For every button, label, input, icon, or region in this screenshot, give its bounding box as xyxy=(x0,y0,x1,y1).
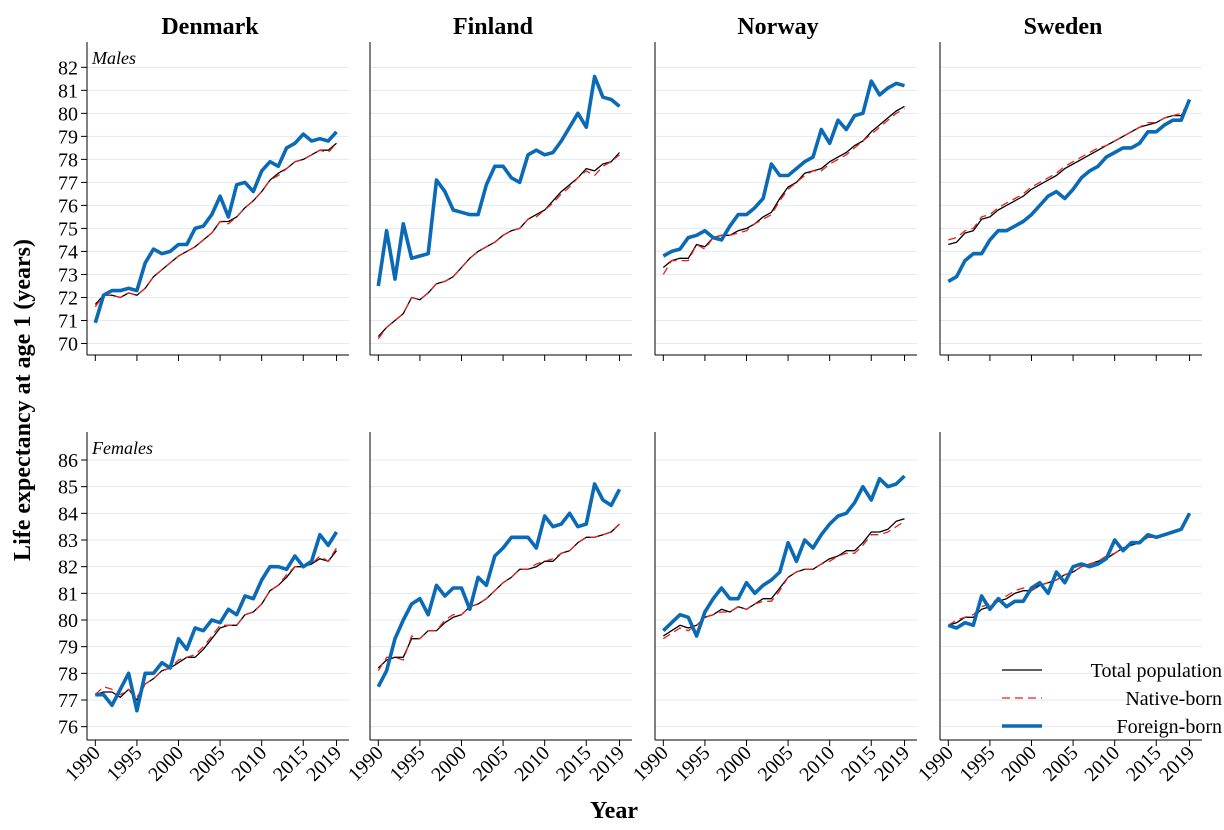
y-tick-label: 79 xyxy=(58,126,78,148)
x-tick-label: 2015 xyxy=(1122,742,1166,786)
x-tick-label: 2005 xyxy=(754,742,798,786)
x-tick-label: 1995 xyxy=(103,742,147,786)
series-line xyxy=(94,142,337,308)
y-tick-label: 82 xyxy=(58,557,78,579)
x-tick-label: 2005 xyxy=(469,742,513,786)
x-tick-label: 2005 xyxy=(186,742,230,786)
x-tick-label: 2000 xyxy=(427,742,471,786)
y-tick-label: 75 xyxy=(58,218,78,240)
y-tick-label: 77 xyxy=(58,172,78,194)
x-tick-label: 2010 xyxy=(1080,742,1124,786)
x-tick-label: 2015 xyxy=(837,742,881,786)
x-tick-label: 2005 xyxy=(1039,742,1083,786)
y-tick-label: 83 xyxy=(58,530,78,552)
y-tick-label: 77 xyxy=(58,690,78,712)
series-line xyxy=(94,547,338,698)
series-line xyxy=(662,518,905,637)
series-line xyxy=(947,512,1192,630)
y-tick-label: 73 xyxy=(58,264,78,286)
series-line xyxy=(662,79,905,258)
y-tick-label: 74 xyxy=(58,241,78,263)
x-tick-label: 2000 xyxy=(712,742,756,786)
series-line xyxy=(377,154,620,340)
y-tick-label: 79 xyxy=(58,637,78,659)
y-tick-label: 72 xyxy=(58,287,78,309)
y-tick-label: 85 xyxy=(58,477,78,499)
series-line xyxy=(948,513,1191,626)
y-tick-label: 81 xyxy=(58,583,78,605)
x-tick-label: 2019 xyxy=(870,742,914,786)
x-tick-label: 1990 xyxy=(344,742,388,786)
series-line xyxy=(662,108,905,275)
series-line xyxy=(377,152,620,338)
x-tick-label: 2010 xyxy=(795,742,839,786)
legend-label: Total population xyxy=(1091,660,1222,682)
series-line xyxy=(376,74,621,287)
panel-subtitle: Males xyxy=(91,48,136,68)
series-line xyxy=(95,550,338,701)
legend-label: Foreign-born xyxy=(1116,716,1222,738)
x-tick-label: 1995 xyxy=(956,742,1000,786)
series-line xyxy=(662,105,905,268)
legend-label: Native-born xyxy=(1125,688,1222,710)
panel-title: Norway xyxy=(737,14,818,40)
y-tick-label: 70 xyxy=(58,333,78,355)
panel-subtitle: Females xyxy=(91,438,153,458)
series-line xyxy=(947,98,1192,283)
x-tick-label: 2000 xyxy=(997,742,1041,786)
series-line xyxy=(377,523,620,672)
x-tick-label: 2019 xyxy=(585,742,629,786)
y-tick-label: 71 xyxy=(58,310,78,332)
series-line xyxy=(948,101,1191,241)
series-line xyxy=(95,531,339,713)
y-axis-label: Life expectancy at age 1 (years) xyxy=(10,239,36,561)
x-tick-label: 1990 xyxy=(914,742,958,786)
panel-title: Denmark xyxy=(161,14,259,40)
x-tick-label: 2019 xyxy=(1155,742,1199,786)
x-tick-label: 2015 xyxy=(269,742,313,786)
series-line xyxy=(662,520,905,640)
y-tick-label: 82 xyxy=(58,57,78,79)
y-tick-label: 84 xyxy=(58,503,78,525)
panel-title: Sweden xyxy=(1024,14,1103,40)
x-tick-label: 2010 xyxy=(510,742,554,786)
y-tick-label: 80 xyxy=(58,103,78,125)
x-tick-label: 2015 xyxy=(552,742,596,786)
series-line xyxy=(376,482,622,688)
x-axis-label: Year xyxy=(590,798,638,824)
x-tick-label: 1990 xyxy=(61,742,105,786)
x-tick-label: 1995 xyxy=(671,742,715,786)
y-tick-label: 86 xyxy=(58,450,78,472)
y-tick-label: 76 xyxy=(58,195,78,217)
series-line xyxy=(662,474,906,638)
y-tick-label: 81 xyxy=(58,80,78,102)
y-tick-label: 80 xyxy=(58,610,78,632)
x-tick-label: 2010 xyxy=(227,742,271,786)
x-tick-label: 2019 xyxy=(302,742,346,786)
y-tick-label: 76 xyxy=(58,717,78,739)
x-tick-label: 2000 xyxy=(144,742,188,786)
y-tick-label: 78 xyxy=(58,663,78,685)
panel-title: Finland xyxy=(453,14,534,40)
y-tick-label: 78 xyxy=(58,149,78,171)
series-line xyxy=(948,101,1191,246)
x-tick-label: 1990 xyxy=(629,742,673,786)
series-line xyxy=(93,130,338,324)
series-line xyxy=(94,142,337,305)
x-tick-label: 1995 xyxy=(386,742,430,786)
